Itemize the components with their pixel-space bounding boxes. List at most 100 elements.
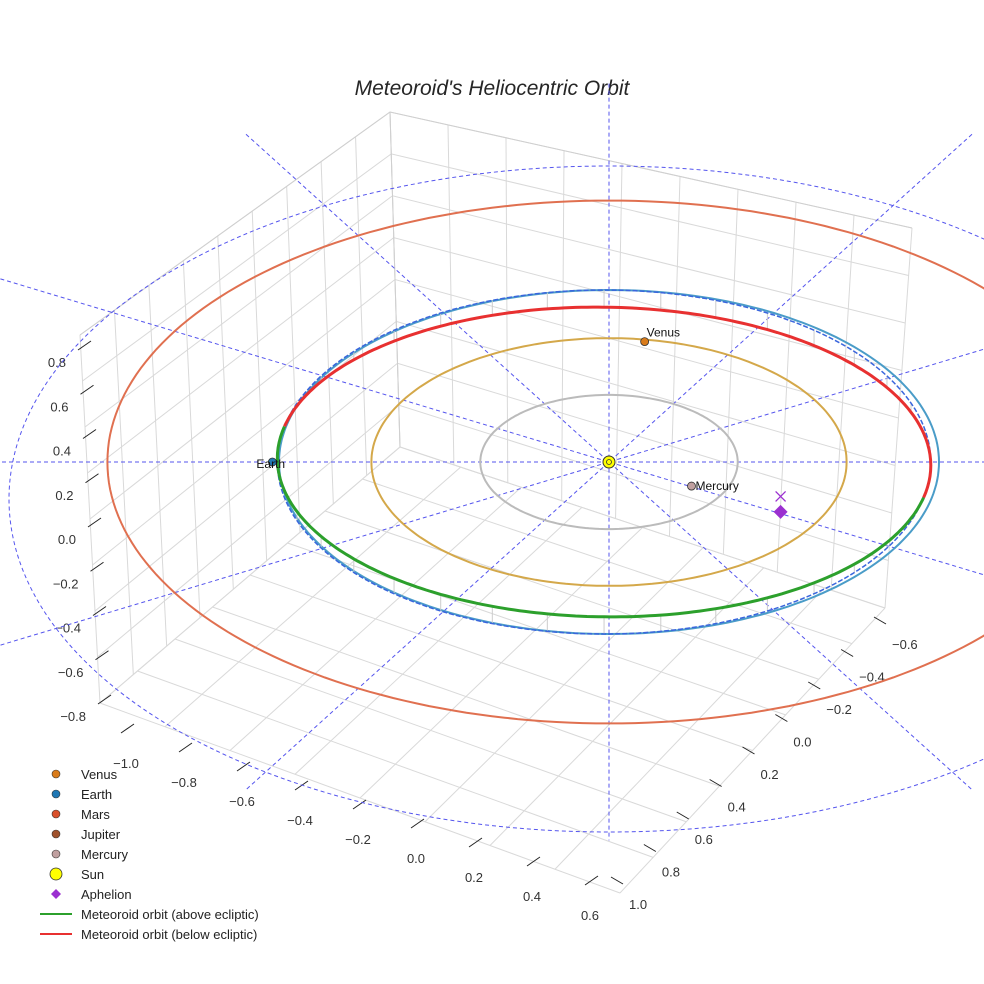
y-tick-label: −0.2 [826, 702, 852, 717]
mercury-marker [687, 481, 696, 491]
aphelion-cross-marker [775, 490, 787, 502]
y-tick-label: −0.4 [859, 670, 885, 685]
floor-gridline [294, 507, 583, 775]
celestial-bodies: Venus Earth Mercury [256, 326, 788, 519]
floor-gridline [424, 547, 704, 823]
z-tick-mark [95, 650, 109, 661]
x-tick-label: −1.0 [113, 756, 139, 771]
legend-marker [51, 809, 61, 819]
pane-gridline [82, 153, 909, 382]
z-tick-mark [80, 384, 94, 395]
legend-label: Jupiter [81, 827, 121, 842]
pane-gridline [99, 446, 886, 704]
z-tick-mark [97, 694, 112, 705]
x-tick-mark [410, 818, 425, 829]
x-tick-mark [584, 875, 599, 886]
x-tick-mark [468, 837, 483, 848]
x-tick-label: −0.2 [345, 832, 371, 847]
z-tick-label: 0.6 [50, 399, 68, 414]
z-tick-mark [85, 473, 99, 484]
legend-label: Mercury [81, 847, 128, 862]
ecliptic-line [0, 348, 984, 646]
ecliptic-reference-lines [0, 83, 984, 841]
x-tick-label: −0.6 [229, 794, 255, 809]
venus-label: Venus [647, 326, 680, 340]
planet-orbits [106, 199, 984, 725]
legend-label: Earth [81, 787, 112, 802]
meteoroid-orbit-below [922, 465, 933, 499]
y-tick-mark [676, 811, 690, 820]
floor-gridline [229, 486, 522, 751]
x-tick-label: 0.6 [581, 908, 599, 923]
legend-marker [51, 829, 61, 839]
chart-title: Meteoroid's Heliocentric Orbit [355, 77, 631, 100]
legend-marker [51, 889, 61, 899]
z-tick-label: 0.0 [58, 532, 76, 547]
legend-label: Meteoroid orbit (below ecliptic) [81, 927, 257, 942]
y-tick-mark [840, 649, 854, 657]
x-tick-mark [352, 799, 367, 810]
y-tick-mark [807, 681, 821, 690]
floor-gridline [359, 527, 643, 799]
x-tick-label: 0.0 [407, 851, 425, 866]
pane-edge [79, 111, 913, 336]
floor-gridline [619, 607, 886, 894]
z-tick-mark [82, 429, 97, 439]
pane-gridline [79, 111, 913, 336]
legend-label: Meteoroid orbit (above ecliptic) [81, 907, 259, 922]
y-tick-mark [610, 876, 624, 885]
meteoroid-orbit-below [283, 305, 933, 466]
y-tick-label: 0.0 [793, 735, 811, 750]
y-tick-label: 0.8 [662, 865, 680, 880]
x-tick-label: 0.2 [465, 870, 483, 885]
legend-marker [51, 769, 61, 779]
legend-label: Aphelion [81, 887, 132, 902]
x-tick-mark [236, 761, 251, 772]
z-tick-label: 0.8 [48, 355, 66, 370]
y-tick-label: −0.6 [892, 637, 918, 652]
aphelion-marker [773, 504, 788, 519]
z-tick-mark [90, 561, 104, 572]
x-tick-mark [294, 780, 309, 791]
legend: Venus Earth Mars Jupiter Mercury Sun Aphelion M… [40, 767, 259, 942]
earth-label: Earth [256, 457, 285, 471]
ecliptic-circle [8, 165, 984, 833]
y-tick-label: 1.0 [629, 897, 647, 912]
x-tick-mark [526, 856, 541, 867]
y-tick-label: 0.4 [728, 800, 746, 815]
y-tick-mark [742, 746, 755, 755]
y-tick-mark [709, 779, 722, 787]
ecliptic-line [245, 133, 973, 791]
z-tick-label: −0.4 [55, 621, 81, 636]
y-tick-label: 0.2 [761, 767, 779, 782]
z-tick-mark [87, 517, 102, 528]
earth-marker [267, 457, 277, 467]
meteoroid-orbit [275, 289, 933, 635]
floor-gridline [489, 567, 765, 846]
sun-marker [602, 455, 616, 469]
x-tick-mark [178, 742, 193, 753]
x-tick-label: −0.4 [287, 813, 313, 828]
x-tick-label: 0.4 [523, 889, 541, 904]
ecliptic-line [0, 278, 984, 576]
orbit-path [277, 288, 940, 636]
axes-panes [79, 111, 913, 894]
orbit-path [479, 393, 739, 531]
y-tick-mark [873, 616, 887, 625]
floor-gridline [164, 466, 461, 728]
floor-gridline [554, 587, 825, 870]
z-tick-label: 0.4 [53, 444, 71, 459]
sun-marker-core [606, 459, 612, 465]
legend-marker [51, 789, 61, 799]
z-tick-label: −0.2 [53, 576, 79, 591]
legend-label: Mars [81, 807, 110, 822]
pane-edge [389, 111, 401, 448]
axis-ticks: 0.8 0.6 0.4 0.2 0.0 −0.2 −0.4 −0.6 −0.8 −1.0 −0.8 −… [48, 340, 918, 923]
z-tick-label: −0.6 [58, 665, 84, 680]
z-tick-mark [77, 340, 92, 351]
pane-gridline [92, 320, 896, 566]
pane-gridline [87, 237, 903, 474]
z-tick-label: 0.2 [55, 488, 73, 503]
orbit-path [106, 199, 984, 725]
